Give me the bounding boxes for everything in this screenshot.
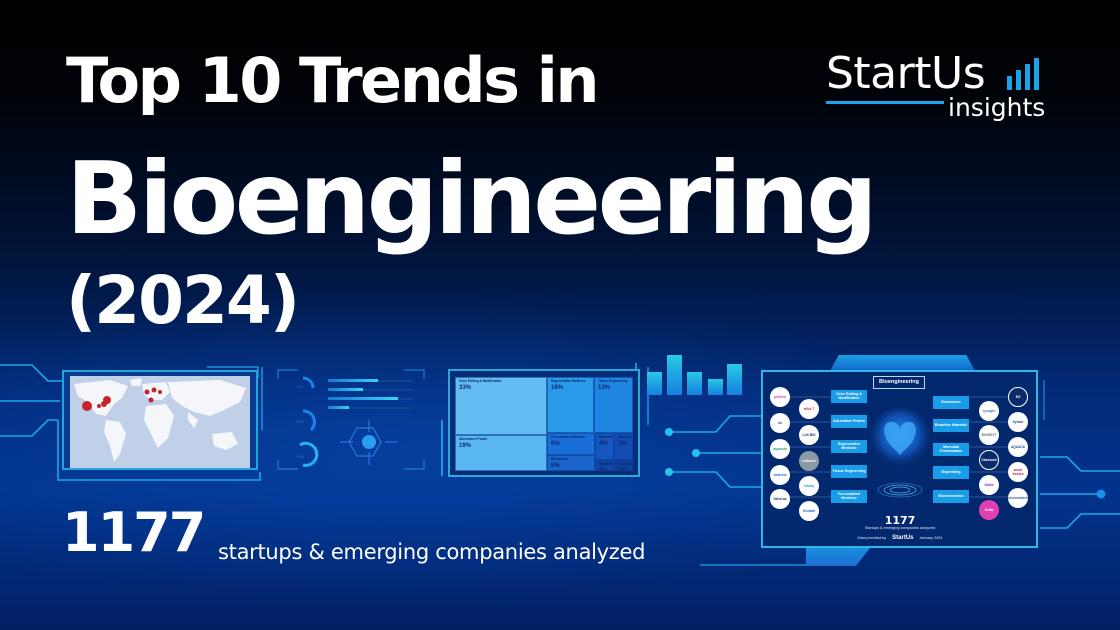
trend-box: Gene Editing & Modification (831, 390, 867, 403)
treemap-cell: Regenerative Medicine 16% (547, 377, 594, 433)
startup-count-caption: startups & emerging companies analyzed (218, 540, 646, 564)
company-logo: all (770, 413, 790, 433)
bar-chart-icon (1007, 58, 1039, 90)
company-logo: infinity (799, 476, 819, 496)
gauge-label-3: 55% (296, 454, 305, 459)
infographic-caption: Startups & emerging companies analyzed (864, 526, 936, 530)
trend-box: Regenerative Medicine (831, 440, 867, 453)
progress-track-2 (328, 389, 414, 391)
infographic-bottom-tab (806, 548, 870, 566)
infographic-count: 1177 (884, 514, 916, 527)
company-logo: cellulose (799, 451, 819, 471)
infographic-credit: Data provided by StartUs January 2024 (820, 535, 980, 541)
company-logo: neurobiotech (1008, 488, 1028, 508)
progress-fill-2 (328, 388, 363, 391)
progress-fill-3 (328, 397, 398, 400)
treemap-cell: Personalized Medicine 6% (547, 433, 595, 455)
logo-underline (826, 101, 944, 104)
company-logo: smart tissues (1008, 462, 1028, 482)
treemap-cell: Biosensors 5% (547, 455, 595, 471)
treemap-cell: Microbial Fermentation 2% (614, 433, 633, 460)
startup-count: 1177 (62, 501, 206, 564)
company-logo: affini-T (799, 399, 819, 419)
company-logo: BIOWEXT (979, 425, 999, 445)
credit-prefix: Data provided by (857, 536, 887, 540)
company-logo: Genaide (799, 501, 819, 521)
treemap-cell: Bioprinting 1% (595, 460, 614, 471)
company-logo: EO (1008, 387, 1028, 407)
treemap-cell: Bioinformatics 1% (614, 460, 633, 471)
company-logo: Synbio (1008, 412, 1028, 432)
trend-box: Microbial Fermentation (933, 443, 969, 456)
bar (667, 355, 682, 395)
page-title-line2: Bioengineering (66, 140, 878, 257)
company-logo: NitroLab (770, 489, 790, 509)
world-map-icon (70, 376, 250, 468)
credit-brand: StartUs (892, 535, 914, 541)
company-logo: Oxilio (979, 500, 999, 520)
logo-sub-text: insights (948, 93, 1046, 122)
trend-box: Bioprinting (933, 466, 969, 479)
bar (708, 379, 723, 395)
company-logo: Obsessed (979, 450, 999, 470)
gauge-label-2: 35% (296, 419, 305, 424)
company-logo: Lysagen (979, 401, 999, 421)
credit-date: January 2024 (919, 536, 943, 540)
progress-fill-4 (328, 406, 349, 409)
treemap-cell: Bioactive Materials 4% (595, 433, 614, 460)
company-logo: aquavida (770, 439, 790, 459)
trend-box: Bioactive Materials (933, 419, 969, 432)
company-logo: LUX BIO (799, 425, 819, 445)
infographic-top-tab (830, 355, 975, 371)
bar (727, 364, 742, 395)
progress-track-4 (328, 407, 414, 409)
treemap-cell: Gene Editing & Modification 33% (455, 377, 547, 435)
trend-box: Tissue Engineering (831, 465, 867, 478)
treemap-cell: Alternative Protein 19% (455, 435, 547, 471)
trend-treemap: Gene Editing & Modification 33% Alternat… (455, 377, 633, 471)
company-logo: waterbio (770, 465, 790, 485)
startus-insights-logo: StartUs insights (826, 52, 1056, 132)
infographic-title: Bioengineering (873, 376, 925, 389)
bar (687, 372, 702, 395)
bar (647, 372, 662, 395)
trend-box: Alternative Protein (831, 415, 867, 428)
gauge-label-1: 9% (297, 384, 303, 389)
progress-fill-1 (328, 379, 378, 382)
page-title-year: (2024) (66, 262, 300, 339)
company-logo: Viable (979, 475, 999, 495)
logo-brand-text: StartUs (826, 48, 986, 99)
treemap-cell: Tissue Engineering 13% (594, 377, 633, 433)
company-logo: primera (770, 387, 790, 407)
trend-box: Bioinformatics (933, 490, 969, 503)
trend-box: Biosensors (933, 396, 969, 409)
company-logo: AQUACA (1008, 437, 1028, 457)
trend-box: Personalized Medicine (831, 490, 867, 503)
world-map-thumbnail (70, 376, 250, 468)
page-title-line1: Top 10 Trends in (66, 44, 600, 117)
